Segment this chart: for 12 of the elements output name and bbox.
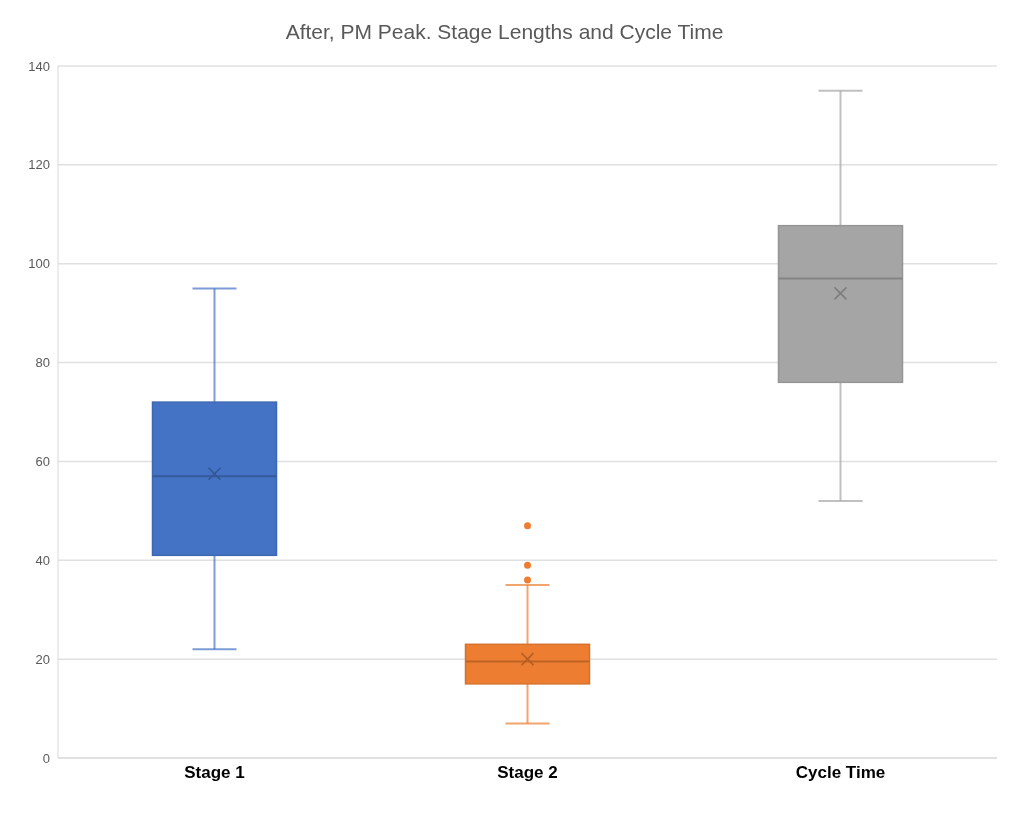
y-tick-label: 60 xyxy=(35,454,50,470)
y-tick-label: 40 xyxy=(35,552,50,568)
x-tick-label: Stage 2 xyxy=(497,763,558,783)
y-tick-label: 80 xyxy=(35,355,50,371)
x-tick-label: Stage 1 xyxy=(184,763,245,783)
y-tick-label: 100 xyxy=(28,256,50,272)
y-tick-label: 20 xyxy=(35,651,50,667)
chart-title: After, PM Peak. Stage Lengths and Cycle Time xyxy=(284,20,725,43)
y-tick-label: 120 xyxy=(28,157,50,173)
y-tick-label: 140 xyxy=(28,58,50,74)
x-tick-label: Cycle Time xyxy=(795,763,886,783)
y-tick-label: 0 xyxy=(42,750,50,766)
